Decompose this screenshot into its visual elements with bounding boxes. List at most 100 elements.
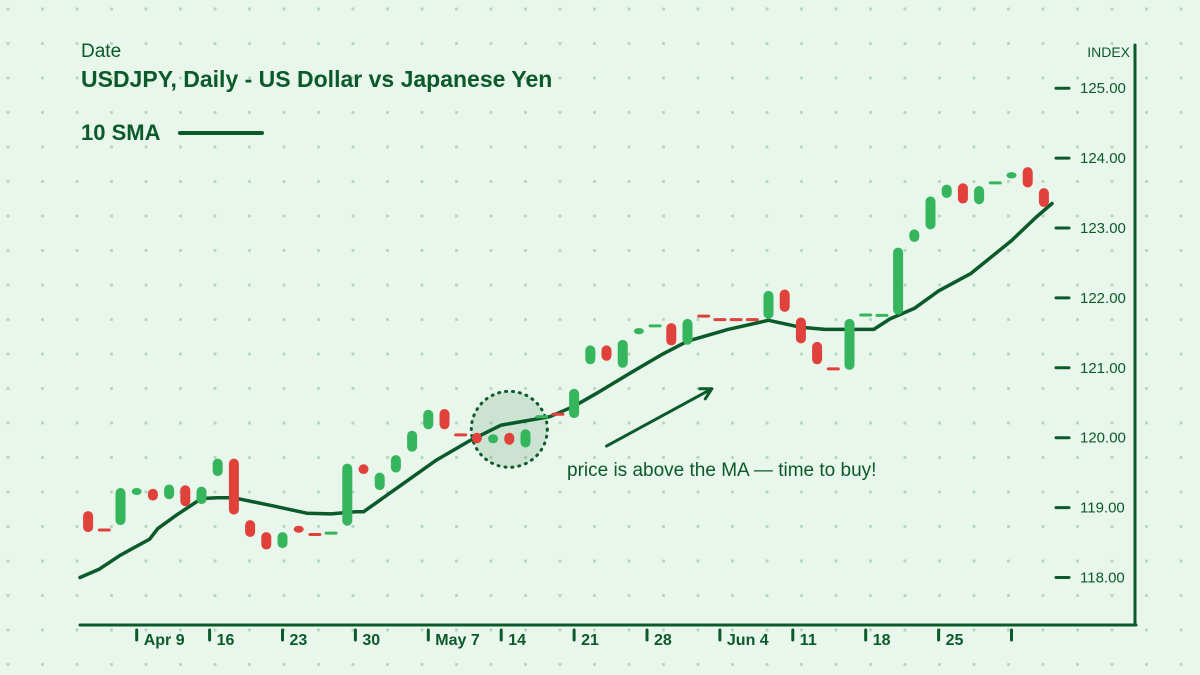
grid-dot (592, 7, 597, 11)
grid-dot (247, 110, 252, 115)
grid-dot (1041, 593, 1045, 598)
grid-dot (903, 317, 907, 322)
x-tick-label: May 7 (435, 632, 480, 649)
grid-dot (316, 593, 321, 598)
grid-dot (868, 145, 873, 149)
grid-dot (1041, 524, 1045, 529)
grid-dot (109, 76, 114, 80)
grid-dot (972, 628, 976, 632)
grid-dot (1179, 248, 1183, 253)
grid-dot (592, 455, 597, 460)
grid-dot (937, 524, 942, 529)
grid-dot (178, 283, 183, 287)
candle (180, 485, 191, 507)
grid-dot (489, 628, 493, 632)
grid-dot (1041, 179, 1045, 184)
grid-dot (523, 214, 528, 218)
grid-dot (489, 214, 493, 218)
grid-dot (109, 628, 114, 632)
grid-dot (316, 559, 321, 563)
grid-dot (730, 524, 735, 529)
candle (423, 409, 434, 430)
grid-dot (40, 559, 45, 563)
grid-dot (282, 593, 286, 598)
grid-dot (75, 214, 79, 218)
grid-dot (489, 559, 493, 563)
grid-dot (213, 628, 217, 632)
grid-dot (730, 662, 735, 667)
grid-dot (247, 7, 252, 11)
grid-dot (937, 145, 942, 149)
grid-dot (1110, 524, 1114, 529)
grid-dot (903, 41, 907, 46)
grid-dot (696, 455, 700, 460)
grid-dot (972, 179, 976, 184)
grid-dot (1179, 179, 1183, 184)
grid-dot (489, 352, 493, 356)
grid-dot (972, 41, 976, 46)
grid-dot (799, 214, 804, 218)
grid-dot (937, 455, 942, 460)
grid-dot (420, 524, 424, 529)
grid-dot (1006, 41, 1011, 46)
grid-dot (868, 317, 873, 322)
grid-dot (765, 7, 769, 11)
grid-dot (972, 386, 976, 391)
grid-dot (1075, 386, 1080, 391)
grid-dot (1075, 421, 1080, 425)
grid-dot (765, 179, 769, 184)
grid-dot (627, 76, 631, 80)
grid-dot (1179, 214, 1183, 218)
candle (115, 488, 126, 526)
grid-dot (558, 559, 562, 563)
grid-dot (75, 317, 79, 322)
grid-dot (109, 662, 114, 667)
grid-dot (282, 662, 286, 667)
grid-dot (316, 490, 321, 494)
grid-dot (40, 490, 45, 494)
grid-dot (799, 490, 804, 494)
grid-dot (1006, 7, 1011, 11)
grid-dot (558, 145, 562, 149)
grid-dot (489, 110, 493, 115)
grid-dot (1075, 662, 1080, 667)
grid-dot (6, 248, 10, 253)
grid-dot (489, 524, 493, 529)
grid-dot (213, 593, 217, 598)
grid-dot (351, 41, 355, 46)
grid-dot (834, 524, 838, 529)
grid-dot (109, 386, 114, 391)
grid-dot (1179, 352, 1183, 356)
grid-dot (75, 455, 79, 460)
grid-dot (385, 421, 390, 425)
grid-dot (454, 421, 459, 425)
grid-dot (730, 248, 735, 253)
grid-dot (696, 76, 700, 80)
grid-dot (1006, 352, 1011, 356)
grid-dot (1041, 317, 1045, 322)
grid-dot (799, 76, 804, 80)
grid-dot (454, 352, 459, 356)
grid-dot (40, 455, 45, 460)
grid-dot (6, 214, 10, 218)
annotation-arrow-shaft (605, 387, 714, 448)
grid-dot (834, 421, 838, 425)
grid-dot (1006, 524, 1011, 529)
grid-dot (144, 76, 148, 80)
grid-dot (1041, 248, 1045, 253)
grid-dot (661, 76, 666, 80)
grid-dot (1110, 421, 1114, 425)
grid-dot (937, 662, 942, 667)
grid-dot (316, 317, 321, 322)
grid-dot (144, 214, 148, 218)
grid-dot (523, 490, 528, 494)
grid-dot (765, 559, 769, 563)
grid-dot (75, 490, 79, 494)
grid-dot (730, 490, 735, 494)
grid-dot (765, 283, 769, 287)
grid-dot (730, 593, 735, 598)
grid-dot (109, 283, 114, 287)
grid-dot (109, 248, 114, 253)
grid-dot (765, 76, 769, 80)
candle (488, 434, 499, 444)
